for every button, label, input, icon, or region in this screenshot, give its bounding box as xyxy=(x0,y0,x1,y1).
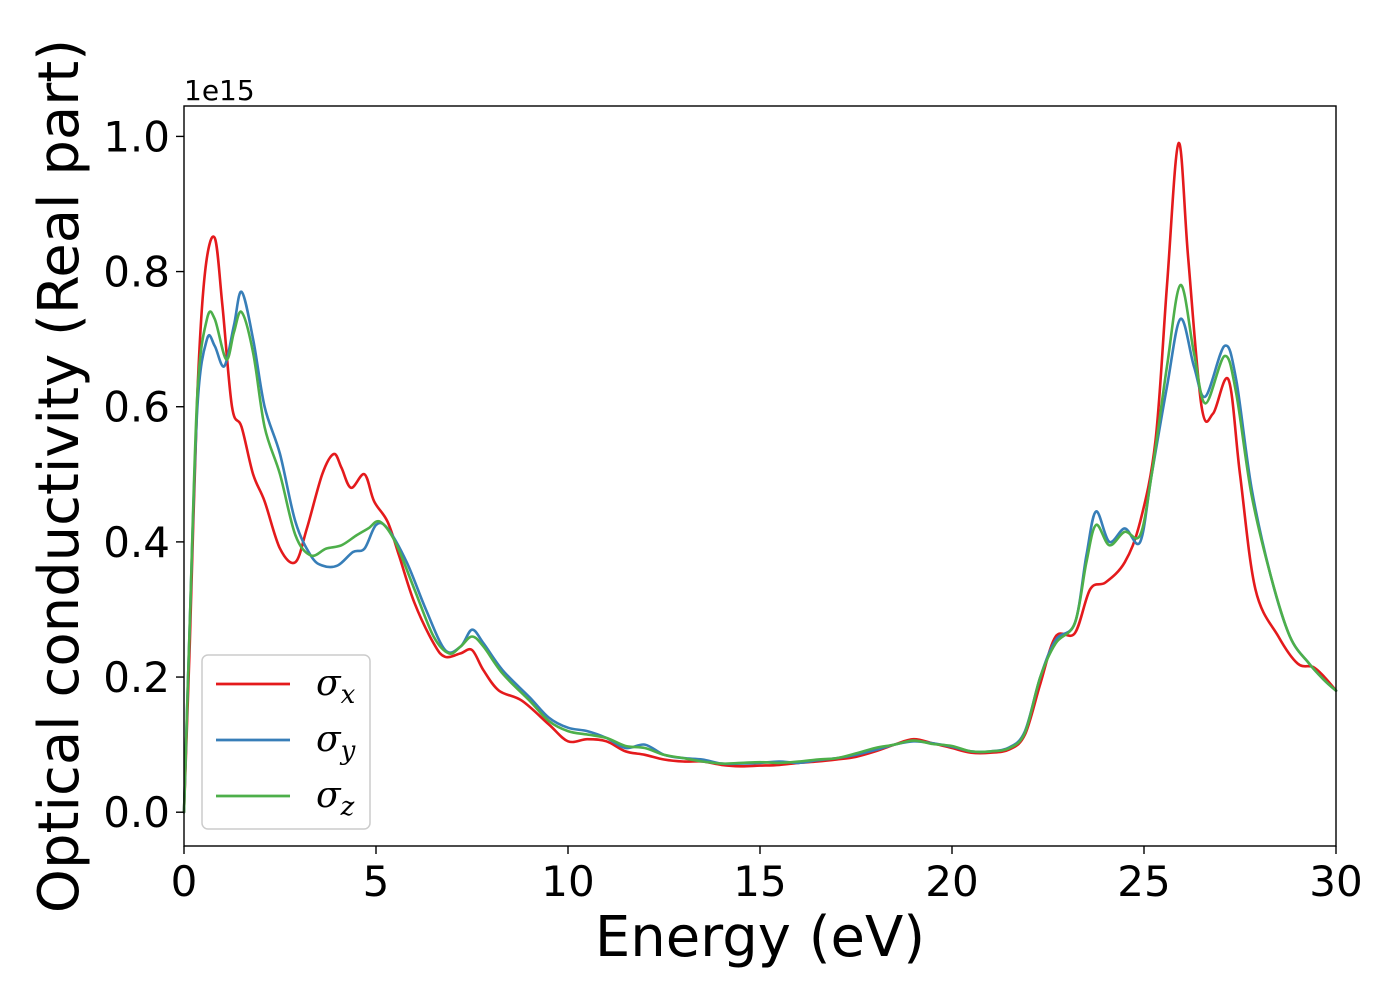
plot-area xyxy=(184,106,1336,846)
y-tick-label: 1.0 xyxy=(103,112,170,161)
x-tick-label: 10 xyxy=(541,857,594,906)
y-tick-label: 0.6 xyxy=(103,383,170,432)
x-tick-label: 25 xyxy=(1117,857,1170,906)
series-line-z xyxy=(182,283,1338,814)
legend-label-x: σx xyxy=(316,663,356,710)
x-tick-label: 5 xyxy=(363,857,390,906)
legend-label-z: σz xyxy=(316,775,355,822)
series-layer xyxy=(182,141,1338,814)
legend-label-y: σy xyxy=(316,719,356,766)
y-axis-ticks: 0.0 0.2 0.4 0.6 0.8 1.0 xyxy=(103,112,184,837)
y-offset-label: 1e15 xyxy=(184,74,255,107)
x-tick-label: 15 xyxy=(733,857,786,906)
x-tick-label: 30 xyxy=(1309,857,1362,906)
y-tick-label: 0.4 xyxy=(103,518,170,567)
legend-frame xyxy=(201,654,371,830)
y-tick-label: 0.8 xyxy=(103,248,170,297)
x-axis-ticks: 0 5 10 15 20 25 30 xyxy=(171,846,1363,906)
x-tick-label: 0 xyxy=(171,857,198,906)
x-axis-title: Energy (eV) xyxy=(595,905,925,970)
legend: σx σy σz xyxy=(201,654,371,830)
y-axis-title: Optical conductivity (Real part) xyxy=(27,39,92,913)
y-tick-label: 0.0 xyxy=(103,788,170,837)
y-tick-label: 0.2 xyxy=(103,653,170,702)
x-tick-label: 20 xyxy=(925,857,978,906)
